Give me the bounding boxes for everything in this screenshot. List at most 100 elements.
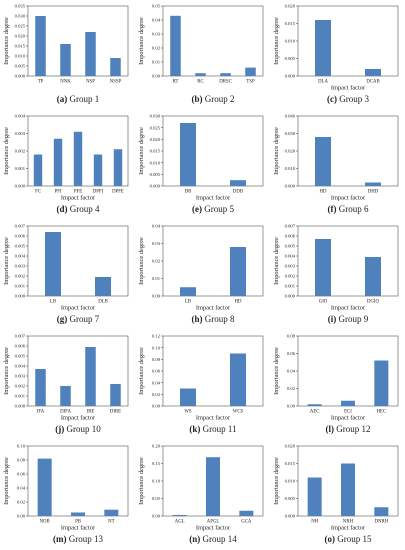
y-tick-label: 0.10 [152, 345, 161, 350]
bar-fc [33, 154, 43, 186]
x-tick-label: DNRH [375, 520, 389, 525]
y-tick-label: 0.010 [15, 54, 26, 59]
chart-group-10: 0.000 0.001 0.002 0.003 0.004 0.005 0.006 0.007… [3, 334, 129, 434]
bar-dhd [365, 182, 381, 186]
y-tick-label: 0.005 [15, 64, 26, 69]
bar-hec [374, 360, 389, 406]
y-tick-label: 0.04 [17, 486, 26, 491]
x-tick-label: DLB [98, 300, 108, 305]
caption-label: (k) [189, 424, 200, 434]
bar-gca [239, 510, 254, 516]
chart-group-11: 0.00 0.02 0.04 0.06 0.08 0.10 0.12 Importance d… [138, 334, 264, 434]
caption-text: Group 14 [203, 534, 238, 544]
bar-dgio [365, 257, 381, 296]
bar-dcab [365, 69, 381, 76]
y-tick-label: 0.005 [150, 172, 161, 177]
y-tick-label: 0.005 [15, 354, 26, 359]
y-tick-label: 0.000 [285, 514, 296, 519]
caption-label: (a) [57, 94, 68, 104]
x-tick-label: AGL [175, 520, 185, 525]
bar-pb [71, 512, 85, 516]
caption-text: Group 12 [336, 424, 370, 434]
y-tick-label: 0.01 [152, 60, 161, 65]
y-axis-label: Importance degree [3, 127, 10, 175]
x-tick-label: HD [320, 190, 327, 195]
chart-caption: (b) Group 2 [192, 94, 235, 104]
y-tick-label: 0.02 [152, 46, 161, 51]
y-tick-label: 0.05 [152, 4, 161, 9]
x-tick-label: NOB [40, 520, 50, 525]
x-tick-label: TP [38, 80, 44, 85]
chart-caption: (i) Group 9 [328, 314, 369, 324]
x-tick-label: NNK [60, 80, 71, 85]
x-axis-label: Impact factor [196, 415, 231, 422]
x-tick-label: IRE [87, 410, 95, 415]
x-axis-label: Impact factor [331, 305, 366, 312]
y-tick-label: 0.015 [285, 461, 296, 466]
y-tick-label: 0.10 [17, 444, 26, 449]
y-tick-label: 0.02 [17, 500, 26, 505]
y-tick-label: 0.020 [150, 137, 161, 142]
bar-drsc [220, 73, 231, 76]
y-tick-label: 0.005 [285, 244, 296, 249]
y-tick-label: 0.010 [285, 479, 296, 484]
y-axis-label: Importance degree [138, 347, 145, 395]
x-tick-label: DPFE [112, 190, 124, 195]
bar-hd [315, 137, 331, 186]
caption-label: (b) [192, 94, 203, 104]
x-axis-label: Impact factor [196, 305, 231, 312]
caption-label: (g) [57, 314, 68, 324]
bar-dpfe [113, 149, 123, 186]
x-tick-label: PB [75, 520, 81, 525]
bar-dpfi [93, 154, 103, 186]
y-axis-label: Importance degree [3, 457, 10, 505]
x-tick-label: DCAB [366, 80, 379, 85]
plot-frame [297, 225, 399, 297]
y-tick-label: 0.001 [285, 284, 296, 289]
y-tick-label: 0.001 [15, 166, 26, 171]
y-tick-label: 0.025 [150, 125, 161, 130]
y-tick-label: 0.04 [152, 224, 161, 229]
x-tick-label: PFE [74, 190, 82, 195]
bar-lb [45, 232, 61, 296]
bar-eci [341, 400, 355, 406]
caption-text: Group 4 [70, 204, 100, 214]
y-axis-label: Importance degree [138, 237, 145, 285]
y-tick-label: 0.03 [152, 241, 161, 246]
y-tick-label: 0.01 [152, 276, 161, 281]
bar-nob [37, 458, 52, 516]
caption-label: (d) [57, 204, 68, 214]
bar-agl [172, 514, 187, 516]
bar-ifa [35, 369, 46, 406]
caption-text: Group 1 [70, 94, 100, 104]
caption-text: Group 15 [337, 534, 372, 544]
x-tick-label: DLA [318, 80, 328, 85]
chart-caption: (j) Group 10 [55, 424, 101, 434]
y-tick-label: 0.12 [152, 334, 161, 339]
x-tick-label: RC [197, 80, 203, 85]
y-axis-label: Importance degree [3, 17, 10, 65]
y-tick-label: 0.005 [285, 56, 296, 61]
y-tick-label: 0.003 [15, 264, 26, 269]
plot-frame [162, 225, 264, 297]
x-tick-label: DHD [368, 190, 379, 195]
chart-group-8: 0.00 0.01 0.02 0.03 0.04 Importance degree LB H… [138, 224, 264, 324]
caption-label: (f) [328, 204, 337, 214]
y-tick-label: 0.003 [15, 131, 26, 136]
bar-hd [230, 247, 246, 296]
y-tick-label: 0.05 [152, 496, 161, 501]
bar-gio [315, 239, 331, 296]
x-axis-label: Impact factor [331, 85, 366, 92]
chart-group-2: 0.00 0.01 0.02 0.03 0.04 0.05 Importance degre… [138, 4, 264, 104]
bar-wcs [230, 353, 246, 406]
chart-group-4: 0.000 0.001 0.002 0.003 0.004 Importance degr… [3, 114, 129, 214]
caption-text: Group 5 [204, 204, 234, 214]
chart-caption: (c) Group 3 [327, 94, 369, 104]
y-tick-label: 0.030 [150, 114, 161, 119]
chart-group-1: 0.000 0.005 0.010 0.015 0.020 0.025 0.030 0.035… [3, 4, 129, 104]
y-tick-label: 0.020 [15, 34, 26, 39]
x-tick-label: DIFA [60, 410, 71, 415]
caption-text: Group 7 [70, 314, 100, 324]
plot-frame [162, 115, 264, 187]
caption-label: (i) [328, 314, 337, 324]
